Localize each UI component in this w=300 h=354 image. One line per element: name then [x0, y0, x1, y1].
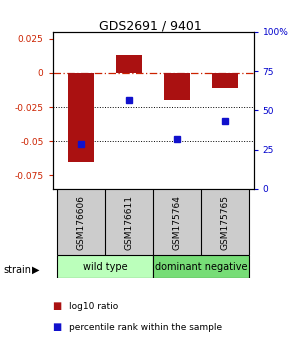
Text: wild type: wild type — [83, 262, 128, 272]
Bar — [164, 73, 190, 100]
Text: ▶: ▶ — [32, 265, 39, 275]
Text: percentile rank within the sample: percentile rank within the sample — [69, 323, 222, 332]
Text: GSM175765: GSM175765 — [220, 195, 229, 250]
Bar — [116, 55, 142, 73]
Text: GSM176611: GSM176611 — [124, 195, 134, 250]
Text: GSM175764: GSM175764 — [172, 195, 182, 250]
Text: GSM176606: GSM176606 — [77, 195, 86, 250]
Text: log10 ratio: log10 ratio — [69, 302, 118, 311]
Bar — [68, 73, 94, 162]
Text: dominant negative: dominant negative — [154, 262, 247, 272]
Bar — [212, 73, 238, 88]
Text: ■: ■ — [52, 322, 62, 332]
Text: ■: ■ — [52, 301, 62, 311]
Text: GDS2691 / 9401: GDS2691 / 9401 — [99, 19, 201, 33]
FancyBboxPatch shape — [153, 255, 249, 278]
FancyBboxPatch shape — [57, 189, 249, 255]
FancyBboxPatch shape — [57, 255, 153, 278]
Text: strain: strain — [3, 265, 31, 275]
